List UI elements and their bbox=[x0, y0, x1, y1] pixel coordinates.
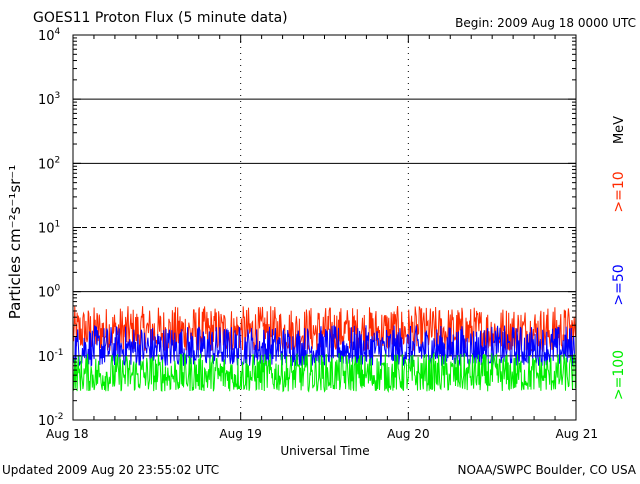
credit-label: NOAA/SWPC Boulder, CO USA bbox=[458, 463, 637, 477]
y-tick-label: 101 bbox=[38, 220, 60, 237]
legend-entry: >=10 bbox=[611, 171, 627, 212]
y-tick-label: 100 bbox=[38, 284, 61, 301]
y-tick-label: 103 bbox=[38, 91, 60, 108]
legend: MeV >=10 >=50 >=100 bbox=[611, 116, 627, 400]
x-axis: Aug 18 Aug 19 Aug 20 Aug 21 bbox=[46, 35, 598, 441]
x-tick-label: Aug 19 bbox=[219, 427, 262, 441]
legend-unit-label: MeV bbox=[612, 116, 627, 144]
y-tick-label: 10-1 bbox=[38, 348, 64, 365]
series-layer bbox=[72, 305, 577, 393]
series-line-100 bbox=[72, 351, 577, 393]
legend-entry: >=100 bbox=[611, 350, 627, 400]
y-tick-label: 104 bbox=[38, 27, 61, 44]
x-tick-label: Aug 20 bbox=[387, 427, 430, 441]
begin-label: Begin: 2009 Aug 18 0000 UTC bbox=[455, 16, 636, 30]
updated-timestamp: Updated 2009 Aug 20 23:55:02 UTC bbox=[2, 463, 219, 477]
y-axis-label: Particles cm⁻²s⁻¹sr⁻¹ bbox=[6, 165, 24, 319]
legend-entry: >=50 bbox=[611, 264, 627, 305]
x-tick-label: Aug 21 bbox=[555, 427, 598, 441]
series-line-50 bbox=[72, 325, 577, 367]
x-axis-label: Universal Time bbox=[280, 444, 369, 458]
y-tick-label: 102 bbox=[38, 155, 60, 172]
chart-title: GOES11 Proton Flux (5 minute data) bbox=[33, 10, 288, 26]
x-tick-label: Aug 18 bbox=[46, 427, 89, 441]
